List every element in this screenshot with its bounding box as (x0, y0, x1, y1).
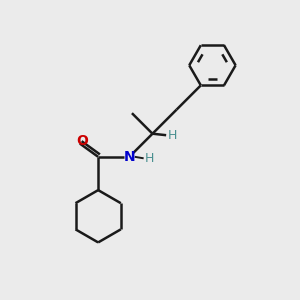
Text: H: H (145, 152, 154, 165)
Text: N: N (124, 150, 135, 164)
Text: O: O (76, 134, 88, 148)
Text: H: H (167, 129, 177, 142)
